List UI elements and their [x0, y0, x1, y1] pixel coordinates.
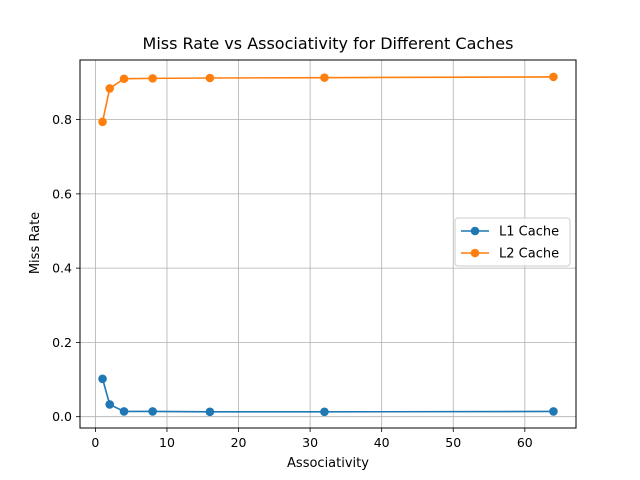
y-tick-label: 0.2 — [52, 335, 72, 350]
series-2-point — [105, 84, 115, 93]
chart-title: Miss Rate vs Associativity for Different… — [143, 34, 514, 53]
series-1-point — [205, 407, 215, 417]
y-axis: 0.0 0.2 0.4 0.6 0.8 — [52, 112, 80, 424]
x-axis: 0 10 20 30 40 50 60 — [91, 428, 533, 450]
x-tick-label: 0 — [91, 435, 99, 450]
series-2-point — [119, 74, 129, 84]
y-tick-label: 0.6 — [52, 186, 72, 201]
plot-frame — [79, 59, 577, 429]
y-axis-label: Miss Rate — [28, 212, 43, 274]
y-tick-label: 0.8 — [52, 112, 72, 127]
legend: L1 Cache L2 Cache — [454, 217, 571, 267]
y-tick-label: 0.4 — [52, 261, 72, 276]
x-tick-label: 10 — [159, 435, 175, 450]
x-tick-label: 60 — [517, 435, 533, 450]
series-2-point — [148, 74, 157, 83]
series-layer — [98, 72, 558, 417]
series-2-point — [320, 73, 329, 82]
series-1-point — [119, 407, 129, 416]
series-2-point — [98, 117, 107, 127]
x-tick-label: 50 — [445, 435, 461, 450]
series-1-point — [549, 407, 558, 416]
series-1-point — [320, 407, 329, 417]
x-tick-label: 40 — [374, 435, 390, 450]
series-2-point — [205, 73, 215, 83]
legend-label: L2 Cache — [499, 247, 559, 262]
legend-marker — [470, 226, 480, 236]
series-1-point — [105, 400, 115, 409]
y-tick-label: 0.0 — [52, 409, 72, 424]
series-1-point — [148, 407, 157, 416]
series-2-point — [549, 72, 558, 82]
series-1-point — [98, 374, 107, 384]
legend-box — [454, 217, 571, 267]
x-tick-label: 20 — [231, 435, 247, 450]
x-tick-label: 30 — [302, 435, 318, 450]
x-axis-label: Associativity — [287, 456, 369, 471]
legend-marker — [470, 248, 480, 258]
legend-label: L1 Cache — [499, 225, 559, 240]
